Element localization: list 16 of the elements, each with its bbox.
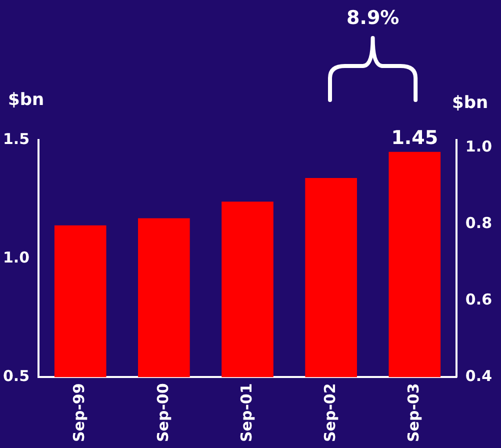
y2-tick-label: 0.6 bbox=[465, 290, 492, 309]
y-axis-title: $bn bbox=[8, 90, 44, 110]
x-tick-label: Sep-99 bbox=[70, 383, 88, 442]
y2-axis-title: $bn bbox=[452, 93, 488, 113]
y2-tick-label: 0.4 bbox=[465, 367, 492, 386]
data-label: 1.45 bbox=[391, 126, 438, 149]
x-tick-label: Sep-02 bbox=[320, 383, 339, 442]
x-tick-label: Sep-01 bbox=[237, 383, 256, 442]
y2-tick-label: 1.0 bbox=[465, 138, 492, 156]
y-tick-label: 1.0 bbox=[2, 248, 30, 266]
text: 8.9% bbox=[346, 7, 400, 29]
y2-tick-label: 0.8 bbox=[465, 214, 492, 232]
y-tick-label: 0.5 bbox=[2, 367, 30, 386]
y-tick-label: 1.5 bbox=[2, 130, 30, 148]
x-tick-label: Sep-03 bbox=[404, 383, 423, 442]
x-tick-label: Sep-00 bbox=[154, 383, 172, 442]
